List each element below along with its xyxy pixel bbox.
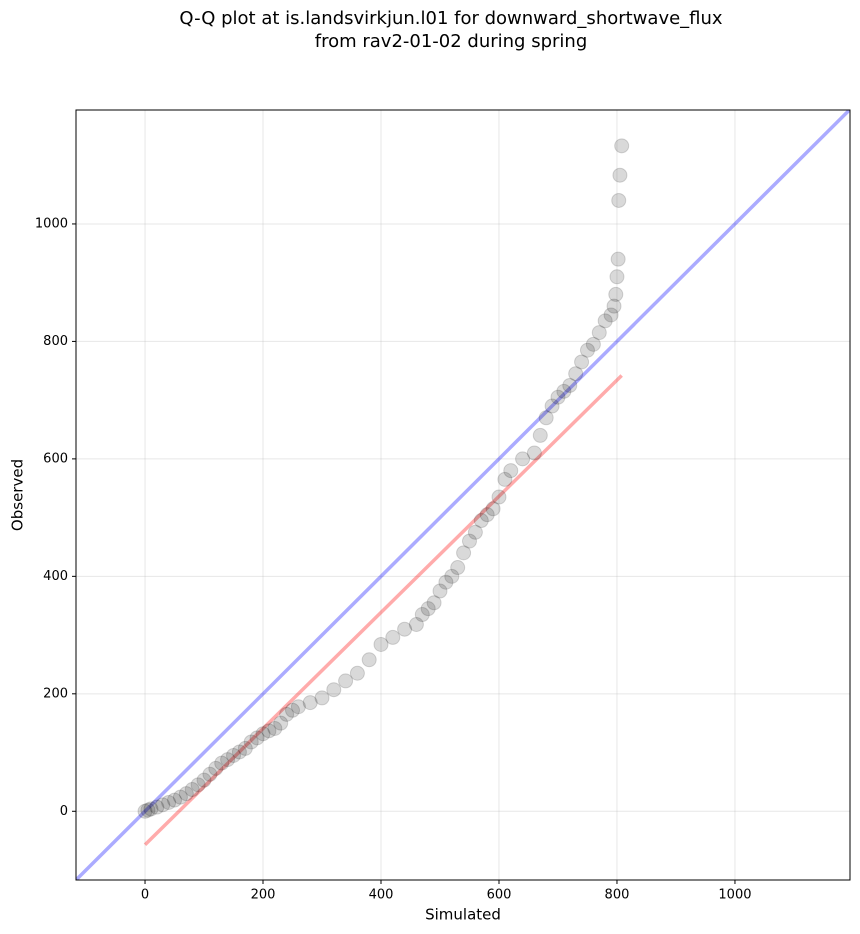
point [279, 706, 295, 722]
point [585, 336, 601, 352]
point [267, 720, 283, 736]
point [196, 772, 212, 788]
x-tick-label: 1000 [718, 888, 751, 903]
point [155, 797, 171, 813]
point [532, 427, 548, 443]
point [550, 389, 566, 405]
point [603, 307, 619, 323]
point [143, 801, 159, 817]
reference-line [76, 110, 850, 880]
point [579, 342, 595, 358]
point [556, 383, 572, 399]
point [467, 524, 483, 540]
chart-subtitle: from rav2-01-02 during spring [315, 31, 588, 52]
y-tick-label: 800 [43, 334, 68, 349]
point [408, 617, 424, 633]
x-tick-label: 0 [141, 888, 149, 903]
point [562, 377, 578, 393]
y-tick-label: 400 [43, 569, 68, 584]
y-tick-label: 1000 [35, 216, 68, 231]
point [385, 629, 401, 645]
point [591, 325, 607, 341]
point [249, 730, 265, 746]
point [414, 607, 430, 623]
point [614, 138, 630, 154]
point [538, 410, 554, 426]
point [610, 251, 626, 267]
point [606, 298, 622, 314]
plot-area [76, 110, 850, 880]
grid [76, 110, 850, 880]
point [231, 744, 247, 760]
point [161, 794, 177, 810]
point [261, 723, 277, 739]
point [612, 167, 628, 183]
x-tick-label: 600 [487, 888, 512, 903]
point [461, 533, 477, 549]
point [397, 621, 413, 637]
point [568, 366, 584, 382]
point [361, 652, 377, 668]
point [432, 583, 448, 599]
point [184, 782, 200, 798]
point [438, 574, 454, 590]
point [479, 507, 495, 523]
y-axis-label: Observed [9, 459, 27, 531]
x-tick-label: 800 [605, 888, 630, 903]
point [140, 802, 156, 818]
point [526, 445, 542, 461]
point [190, 777, 206, 793]
point [503, 463, 519, 479]
point [373, 636, 389, 652]
point [515, 451, 531, 467]
reference-line [143, 374, 623, 847]
point [214, 755, 230, 771]
y-tick-label: 200 [43, 686, 68, 701]
point [450, 560, 466, 576]
x-axis-label: Simulated [425, 906, 501, 924]
point [302, 695, 318, 711]
point [544, 398, 560, 414]
point [473, 513, 489, 529]
point [491, 489, 507, 505]
point [444, 568, 460, 584]
point [220, 752, 236, 768]
point [208, 760, 224, 776]
point [202, 766, 218, 782]
point [497, 471, 513, 487]
point [485, 501, 501, 517]
point [255, 726, 271, 742]
point [609, 269, 625, 285]
point [597, 313, 613, 329]
point [338, 673, 354, 689]
y-tick-label: 600 [43, 451, 68, 466]
point [426, 595, 442, 611]
ticks: 0 200 400 600 800 1000 0 200 400 600 800 1000 [35, 216, 752, 902]
point [237, 740, 253, 756]
point [326, 682, 342, 698]
chart-title: Q-Q plot at is.landsvirkjun.l01 for down… [179, 8, 723, 29]
y-tick-label: 0 [60, 804, 68, 819]
point [611, 192, 627, 208]
point [285, 702, 301, 718]
point [420, 601, 436, 617]
x-tick-label: 200 [251, 888, 276, 903]
point [349, 665, 365, 681]
x-tick-label: 400 [369, 888, 394, 903]
point [172, 789, 188, 805]
point [226, 747, 242, 763]
point [574, 354, 590, 370]
point [243, 734, 259, 750]
point [167, 792, 183, 808]
plot-frame [75, 109, 851, 881]
point [137, 803, 153, 819]
point [178, 786, 194, 802]
point [149, 799, 165, 815]
point [608, 286, 624, 302]
point [314, 690, 330, 706]
point [456, 545, 472, 561]
point [290, 699, 306, 715]
point [273, 715, 289, 731]
